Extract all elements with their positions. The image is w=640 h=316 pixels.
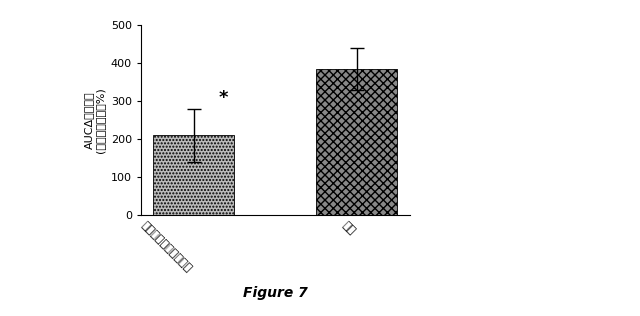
Bar <box>153 135 234 215</box>
Bar <box>316 69 397 215</box>
Text: Figure 7: Figure 7 <box>243 286 308 300</box>
Y-axis label: AUCΔ脂肪体積
(ベースラインの%): AUCΔ脂肪体積 (ベースラインの%) <box>83 87 105 153</box>
Text: *: * <box>218 89 228 107</box>
